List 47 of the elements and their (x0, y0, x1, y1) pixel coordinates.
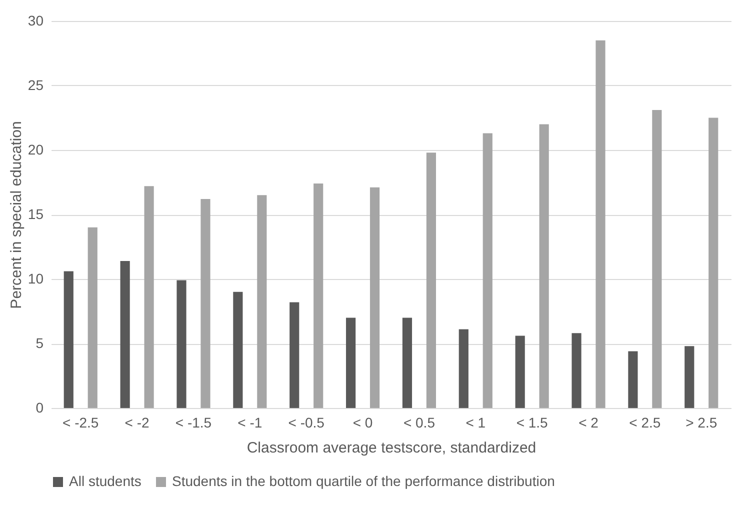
bar (515, 336, 525, 408)
bar (200, 199, 210, 408)
bar (370, 187, 380, 408)
bar (572, 333, 582, 408)
bar (402, 318, 412, 408)
x-tick-label: < 2 (578, 414, 599, 430)
bar (426, 152, 436, 408)
bar (708, 118, 718, 408)
x-tick-label: < -2 (124, 414, 150, 430)
x-tick-label: < -1 (238, 414, 262, 430)
bar (539, 124, 549, 408)
bar (176, 280, 186, 408)
x-tick-label: < -2.5 (62, 414, 99, 430)
x-tick-label: < 2.5 (629, 414, 661, 430)
x-tick-label: < 0.5 (403, 414, 436, 430)
x-tick-label: < 1.5 (516, 414, 548, 430)
legend-label: Students in the bottom quartile of the performance distribution (172, 473, 555, 489)
x-tick-label: < -0.5 (288, 414, 325, 430)
bar (652, 110, 662, 408)
bar (64, 271, 74, 408)
y-tick-label: 25 (28, 77, 44, 93)
x-tick-label: < 1 (466, 414, 486, 430)
y-axis-title: Percent in special education (8, 121, 25, 309)
bar (290, 302, 300, 408)
y-tick-label: 10 (28, 270, 44, 286)
bar (88, 227, 98, 408)
bar (458, 329, 468, 408)
bar (684, 346, 694, 408)
x-tick-label: < 0 (352, 414, 373, 430)
x-tick-label: < -1.5 (175, 414, 212, 430)
x-axis-title: Classroom average testscore, standardized (246, 440, 536, 456)
bar (120, 260, 130, 408)
bar (257, 195, 267, 408)
x-tick-label: > 2.5 (686, 414, 718, 430)
bar (482, 133, 492, 408)
y-tick-label: 5 (36, 335, 44, 351)
legend-label: All students (69, 473, 142, 489)
bar (233, 292, 243, 408)
y-tick-label: 30 (28, 12, 44, 28)
y-tick-label: 0 (36, 400, 44, 416)
bar (596, 40, 606, 408)
bar (346, 318, 356, 408)
y-tick-label: 20 (28, 142, 44, 158)
bar (314, 184, 324, 408)
bar (144, 186, 154, 408)
y-tick-label: 15 (28, 206, 44, 222)
bar (628, 351, 638, 408)
